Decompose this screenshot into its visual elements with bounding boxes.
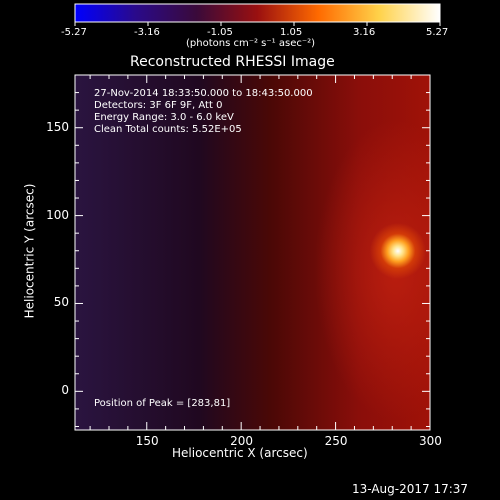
plot-title: Reconstructed RHESSI Image	[130, 54, 335, 70]
peak-position-label: Position of Peak = [283,81]	[94, 398, 231, 409]
y-axis-label: Heliocentric Y (arcsec)	[22, 183, 37, 319]
x-tick-label: 150	[135, 434, 159, 448]
colorbar-bar	[74, 3, 441, 23]
colorbar-tick-label: -5.27	[61, 27, 87, 38]
image-frame	[74, 74, 431, 431]
y-tick-label: 50	[53, 295, 69, 310]
axis-ticks	[75, 74, 431, 430]
colorbar-tick-label: -3.16	[134, 27, 160, 38]
y-tick-label: 100	[46, 207, 69, 222]
footer-timestamp: 13-Aug-2017 17:37	[352, 482, 469, 496]
flare-glow	[315, 120, 430, 420]
info-line-4: Clean Total counts: 5.52E+05	[94, 124, 242, 135]
y-tick-label: 0	[61, 383, 69, 398]
flare-source	[369, 222, 426, 279]
y-tick-label: 150	[46, 119, 69, 134]
x-axis-label: Heliocentric X (arcsec)	[172, 446, 308, 460]
info-line-2: Detectors: 3F 6F 9F, Att 0	[94, 100, 223, 111]
x-tick-label: 250	[324, 434, 348, 448]
image-plot	[75, 75, 430, 430]
colorbar-ticks	[74, 22, 441, 26]
colorbar-tick-label: 3.16	[353, 27, 376, 38]
colorbar-tick-label: 5.27	[426, 27, 449, 38]
colorbar-tick-label: -1.05	[207, 27, 233, 38]
colorbar-unit-label: (photons cm⁻² s⁻¹ asec⁻²)	[186, 38, 316, 49]
x-tick-label: 200	[230, 434, 254, 448]
colorbar-tick-label: 1.05	[280, 27, 303, 38]
x-tick-label: 300	[419, 434, 442, 448]
info-line-3: Energy Range: 3.0 - 6.0 keV	[94, 112, 234, 123]
info-line-1: 27-Nov-2014 18:33:50.000 to 18:43:50.000	[94, 88, 313, 99]
